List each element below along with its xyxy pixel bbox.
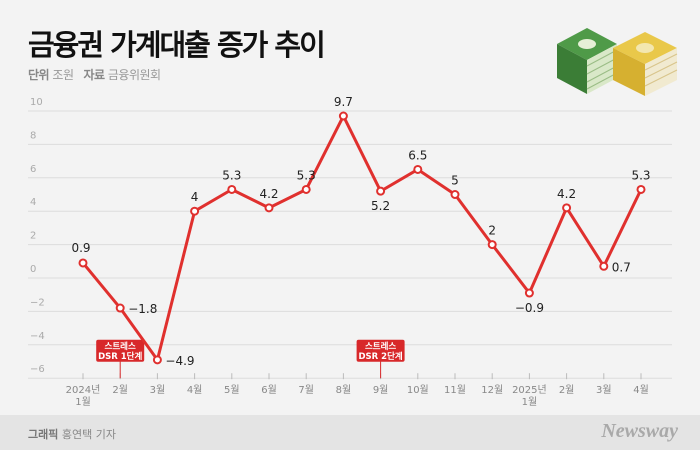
y-tick-label: 2 [30,231,36,242]
footer: 그래픽 홍연택 기자 Newsway [0,415,700,450]
y-tick-label: 0 [30,264,36,275]
source-value: 금융위원회 [107,68,161,82]
x-tick-label: 2월 [559,384,575,396]
x-tick-line: 4월 [633,384,649,396]
x-tick-line: 2024년 [66,384,101,396]
x-tick-label: 6월 [261,384,277,396]
data-label: 5.2 [371,199,390,213]
data-point [301,184,311,194]
green-money-stack [557,28,618,94]
data-label: 4.2 [557,187,576,201]
unit-value: 조원 [52,68,74,82]
data-label: 4 [191,190,199,204]
credit-name: 홍연택 기자 [61,428,116,441]
y-tick-label: 4 [30,197,36,208]
x-tick-line: 2월 [112,384,128,396]
x-tick-line: 4월 [187,384,203,396]
data-point [487,240,497,250]
data-point [599,261,609,271]
x-tick-line: 9월 [373,384,389,396]
source-label: 자료 [83,68,105,82]
y-tick-label: 10 [30,97,43,108]
x-tick-label: 10월 [407,384,429,396]
y-tick-label: 8 [30,130,36,141]
y-tick-label: −6 [30,364,45,375]
x-tick-line: 5월 [224,384,240,396]
annotation-box [96,339,145,362]
data-label: −1.8 [128,302,157,316]
data-point [413,164,423,174]
x-tick-label: 3월 [150,384,166,396]
data-point [524,288,534,298]
annotation-box [356,339,405,362]
x-tick-line: 2월 [559,384,575,396]
x-tick-line: 8월 [336,384,352,396]
data-point [450,190,460,199]
data-point [78,258,88,268]
data-point [636,184,646,194]
data-label: 2 [488,224,496,238]
y-tick-label: 6 [30,164,36,175]
data-label: 5.3 [297,168,316,182]
x-tick-label: 12월 [481,384,503,396]
data-label: 0.9 [71,241,90,255]
x-tick-label: 2024년 1월 [66,384,101,408]
x-tick-label: 2025년 1월 [512,384,547,408]
annotation-text: DSR 1단계 [98,351,142,362]
yellow-money-stack [613,32,678,96]
series-line [81,114,643,362]
x-tick-label: 5월 [224,384,240,396]
x-tick-label: 4월 [187,384,203,396]
data-point [376,186,386,196]
x-tick-line: 3월 [596,384,612,396]
x-tick-label: 3월 [596,384,612,396]
annotation-text: DSR 2단계 [358,351,402,362]
x-tick-line: 3월 [150,384,166,396]
x-tick-line: 1월 [75,396,91,408]
x-tick-label: 9월 [373,384,389,396]
data-point [338,111,348,121]
data-label: 5.3 [222,168,241,182]
chart-title: 금융권 가계대출 증가 추이 [28,28,326,62]
x-tick-line: 10월 [407,384,429,396]
x-tick-line: 11월 [444,384,466,396]
x-tick-line: 2025년 [512,384,547,396]
newsway-logo: Newsway [601,420,678,442]
data-point [152,355,162,365]
x-tick-line: 7월 [298,384,314,396]
data-label: 9.7 [334,95,353,109]
y-tick-label: −4 [30,331,45,342]
data-label: 5.3 [631,168,650,182]
x-tick-label: 8월 [336,384,352,396]
data-label: 0.7 [612,260,631,274]
data-label: 4.2 [259,187,278,201]
x-tick-label: 7월 [298,384,314,396]
data-label: −4.9 [165,354,194,368]
data-point [227,184,237,194]
x-tick-label: 11월 [444,384,466,396]
y-tick-label: −2 [30,297,45,308]
data-point [190,206,200,216]
data-point [115,303,125,313]
data-label: 6.5 [408,148,427,162]
x-tick-line: 1월 [522,396,538,408]
annotation-text: 스트레스 [105,341,136,352]
x-tick-label: 4월 [633,384,649,396]
unit-label: 단위 [28,68,50,82]
chart-subtitle: 단위 조원 자료 금융위원회 [28,66,161,83]
credit-label: 그래픽 [28,428,59,441]
data-point [562,203,572,213]
data-label: 5 [451,174,459,188]
money-icon [557,28,678,96]
x-tick-label: 2월 [112,384,128,396]
data-point [264,203,274,213]
data-label: −0.9 [515,301,544,315]
annotation-text: 스트레스 [365,341,396,352]
graphic-credit: 그래픽 홍연택 기자 [28,426,116,442]
x-tick-line: 6월 [261,384,277,396]
x-tick-line: 12월 [481,384,503,396]
